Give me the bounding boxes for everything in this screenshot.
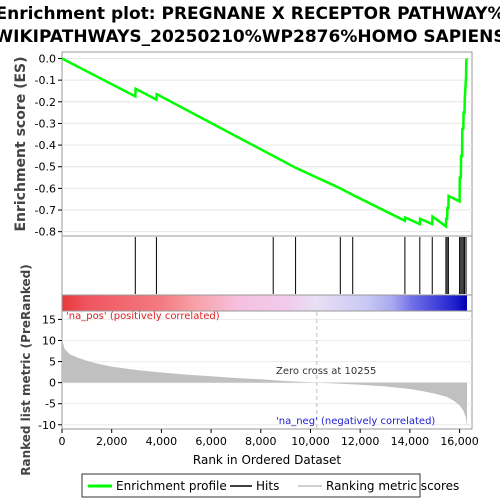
legend-enrichment-label: Enrichment profile <box>116 479 227 493</box>
x-tick-label: 4,000 <box>146 435 178 448</box>
na-neg-label: 'na_neg' (negatively correlated) <box>276 416 435 427</box>
na-pos-label: 'na_pos' (positively correlated) <box>66 311 220 322</box>
metric-y-ticks: 15 10 5 0 -5 -10 <box>38 313 62 432</box>
legend-metric-label: Ranking metric scores <box>326 479 459 493</box>
es-y-axis-label: Enrichment score (ES) <box>13 56 29 231</box>
x-axis-ticks: 0 2,000 4,000 6,000 8,000 10,000 12,000 14,000 1… <box>59 429 479 448</box>
es-y-tick-label: -0.7 <box>35 204 56 217</box>
metric-y-tick-label: 15 <box>42 313 56 326</box>
x-tick-label: 8,000 <box>245 435 277 448</box>
es-y-tick-label: -0.3 <box>35 117 56 130</box>
x-tick-label: 14,000 <box>391 435 430 448</box>
zero-cross-label: Zero cross at 10255 <box>276 366 376 377</box>
es-y-tick-label: -0.4 <box>35 139 56 152</box>
metric-y-tick-label: 5 <box>49 356 56 369</box>
legend-hits-label: Hits <box>256 479 279 493</box>
es-gridlines <box>62 57 472 233</box>
x-tick-label: 16,000 <box>440 435 479 448</box>
enrichment-profile-line <box>62 57 469 229</box>
es-y-tick-label: 0.0 <box>39 52 57 65</box>
es-y-tick-label: -0.2 <box>35 96 56 109</box>
x-axis-label: Rank in Ordered Dataset <box>193 453 341 467</box>
es-y-ticks: 0.0 -0.1 -0.2 -0.3 -0.4 -0.5 -0.6 -0.7 -0.8 <box>35 52 62 239</box>
x-tick-label: 2,000 <box>96 435 128 448</box>
es-y-tick-label: -0.1 <box>35 74 56 87</box>
metric-y-tick-label: -5 <box>45 398 56 411</box>
hit-marks <box>134 237 467 294</box>
x-tick-label: 10,000 <box>291 435 330 448</box>
es-y-tick-label: -0.6 <box>35 182 56 195</box>
x-tick-label: 6,000 <box>195 435 227 448</box>
ranking-heatmap-bar <box>61 294 473 312</box>
es-y-tick-label: -0.5 <box>35 161 56 174</box>
metric-y-tick-label: 10 <box>42 335 56 348</box>
metric-y-tick-label: 0 <box>49 377 56 390</box>
es-y-tick-label: -0.8 <box>35 226 56 239</box>
x-tick-label: 12,000 <box>341 435 380 448</box>
ranking-metric-area <box>62 338 467 427</box>
es-panel <box>61 51 473 237</box>
x-tick-label: 0 <box>59 435 66 448</box>
title-line-2: WIKIPATHWAYS_20250210%WP2876%HOMO SAPIEN… <box>0 27 500 47</box>
metric-y-tick-label: -10 <box>38 419 56 432</box>
metric-y-axis-label: Ranked list metric (PreRanked) <box>19 264 33 476</box>
title-line-1: Enrichment plot: PREGNANE X RECEPTOR PAT… <box>0 4 500 24</box>
hits-panel <box>61 235 473 296</box>
